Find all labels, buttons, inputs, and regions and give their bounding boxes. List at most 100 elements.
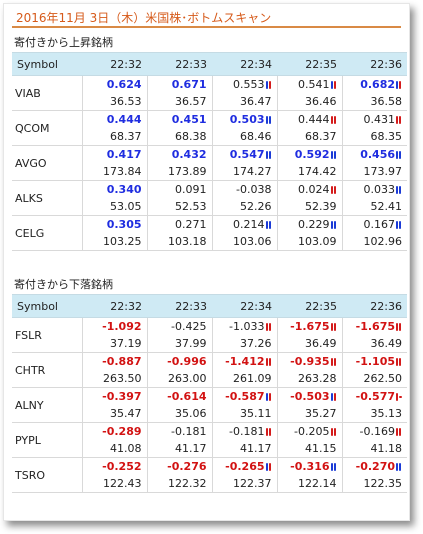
change-value: 0.167 (363, 218, 396, 231)
stock-symbol: TSRO (12, 457, 82, 493)
price-cell: 35.11 (211, 405, 277, 423)
change-value: -0.181 (229, 425, 265, 438)
price-cell: 35.13 (341, 405, 407, 423)
price-cell: 36.58 (341, 93, 407, 111)
change-cell: 0.451 (146, 110, 212, 128)
stock-row-change: FSLR -1.092 -0.425 -1.033 -1.675 -1.675 (12, 317, 407, 353)
stock-row-change: PYPL -0.289 -0.181 -0.181 -0.205 -0.169 (12, 422, 407, 458)
change-cell: 0.553 (211, 75, 277, 93)
change-value: -1.033 (229, 320, 265, 333)
column-header-time: 22:35 (277, 52, 342, 76)
change-cell: -0.270 (341, 457, 407, 475)
column-header-time: 22:34 (212, 294, 277, 318)
trend-mark-icon (265, 358, 272, 366)
price-cell: 35.47 (81, 405, 147, 423)
change-cell: -1.105 (341, 352, 407, 370)
change-value: 0.451 (171, 113, 207, 126)
trend-mark-icon (330, 463, 337, 471)
price-cell: 52.39 (276, 198, 342, 216)
change-value: 0.340 (106, 183, 142, 196)
price-cell: 122.14 (276, 475, 342, 493)
price-cell: 37.99 (146, 335, 212, 353)
price-cell: 262.50 (341, 370, 407, 388)
change-value: -0.316 (290, 460, 330, 473)
change-cell: -0.577 (341, 387, 407, 405)
stock-row-price: 103.25 103.18 103.06 103.09 102.96 (12, 233, 407, 251)
stock-symbol: PYPL (12, 422, 82, 458)
column-header-time: 22:36 (342, 52, 407, 76)
trend-mark-icon (265, 323, 272, 331)
trend-mark-icon (330, 393, 337, 401)
price-cell: 41.17 (211, 440, 277, 458)
change-cell: 0.541 (276, 75, 342, 93)
price-cell: 122.43 (81, 475, 147, 493)
change-cell: -0.614 (146, 387, 212, 405)
change-cell: -0.205 (276, 422, 342, 440)
change-value: -0.996 (167, 355, 207, 368)
price-cell: 41.15 (276, 440, 342, 458)
change-value: -0.425 (171, 320, 207, 333)
trend-mark-icon (330, 151, 337, 159)
change-cell: 0.024 (276, 180, 342, 198)
change-value: 0.624 (106, 78, 142, 91)
stock-row-change: AVGO 0.417 0.432 0.547 0.592 0.456 (12, 145, 407, 181)
change-cell: 0.091 (146, 180, 212, 198)
stock-row-price: 173.84 173.89 174.27 174.42 173.97 (12, 163, 407, 181)
change-value: 0.444 (298, 113, 330, 126)
trend-mark-icon (396, 428, 402, 436)
change-value: -0.289 (102, 425, 142, 438)
price-cell: 103.09 (276, 233, 342, 251)
trend-mark-icon (265, 221, 272, 229)
change-cell: -0.935 (276, 352, 342, 370)
trend-mark-icon (265, 393, 272, 401)
change-value: 0.033 (363, 183, 396, 196)
change-value: 0.229 (298, 218, 330, 231)
change-cell: -1.033 (211, 317, 277, 335)
trend-mark-icon (265, 116, 272, 124)
change-value: -1.675 (290, 320, 330, 333)
change-value: -1.412 (225, 355, 265, 368)
column-header-time: 22:32 (82, 294, 147, 318)
price-cell: 263.50 (81, 370, 147, 388)
stock-row-change: VIAB 0.624 0.671 0.553 0.541 0.682 (12, 75, 407, 111)
stock-row-change: ALKS 0.340 0.091 -0.038 0.024 0.033 (12, 180, 407, 216)
stock-row-price: 122.43 122.32 122.37 122.14 122.35 (12, 475, 407, 493)
stock-row-price: 41.08 41.17 41.17 41.15 41.18 (12, 440, 407, 458)
stock-symbol: FSLR (12, 317, 82, 353)
price-cell: 103.06 (211, 233, 277, 251)
change-cell: -0.276 (146, 457, 212, 475)
stock-row-change: QCOM 0.444 0.451 0.503 0.444 0.431 (12, 110, 407, 146)
change-cell: 0.547 (211, 145, 277, 163)
change-value: -0.503 (290, 390, 330, 403)
change-value: 0.456 (360, 148, 395, 161)
price-cell: 173.84 (81, 163, 147, 181)
price-cell: 36.47 (211, 93, 277, 111)
trend-mark-icon (265, 463, 272, 471)
change-cell: -0.587 (211, 387, 277, 405)
trend-mark-icon (330, 358, 337, 366)
stock-row-price: 35.47 35.06 35.11 35.27 35.13 (12, 405, 407, 423)
column-header-time: 22:33 (147, 294, 212, 318)
change-cell: -1.412 (211, 352, 277, 370)
trend-mark-icon (330, 81, 337, 89)
change-cell: 0.305 (81, 215, 147, 233)
price-cell: 36.49 (276, 335, 342, 353)
change-value: -0.038 (236, 183, 272, 196)
change-cell: 0.432 (146, 145, 212, 163)
change-cell: 0.417 (81, 145, 147, 163)
falling-table: Symbol 22:32 22:33 22:34 22:35 22:36 FSLR -1.0… (12, 294, 407, 493)
column-header-time: 22:34 (212, 52, 277, 76)
stock-symbol: ALKS (12, 180, 82, 216)
change-value: 0.214 (233, 218, 265, 231)
price-cell: 36.46 (276, 93, 342, 111)
change-cell: 0.624 (81, 75, 147, 93)
price-cell: 103.18 (146, 233, 212, 251)
price-cell: 174.27 (211, 163, 277, 181)
change-value: 0.431 (363, 113, 396, 126)
stock-symbol: CHTR (12, 352, 82, 388)
change-value: 0.671 (171, 78, 207, 91)
change-cell: -0.996 (146, 352, 212, 370)
trend-mark-icon (330, 323, 337, 331)
change-cell: -1.675 (276, 317, 342, 335)
change-cell: -1.092 (81, 317, 147, 335)
